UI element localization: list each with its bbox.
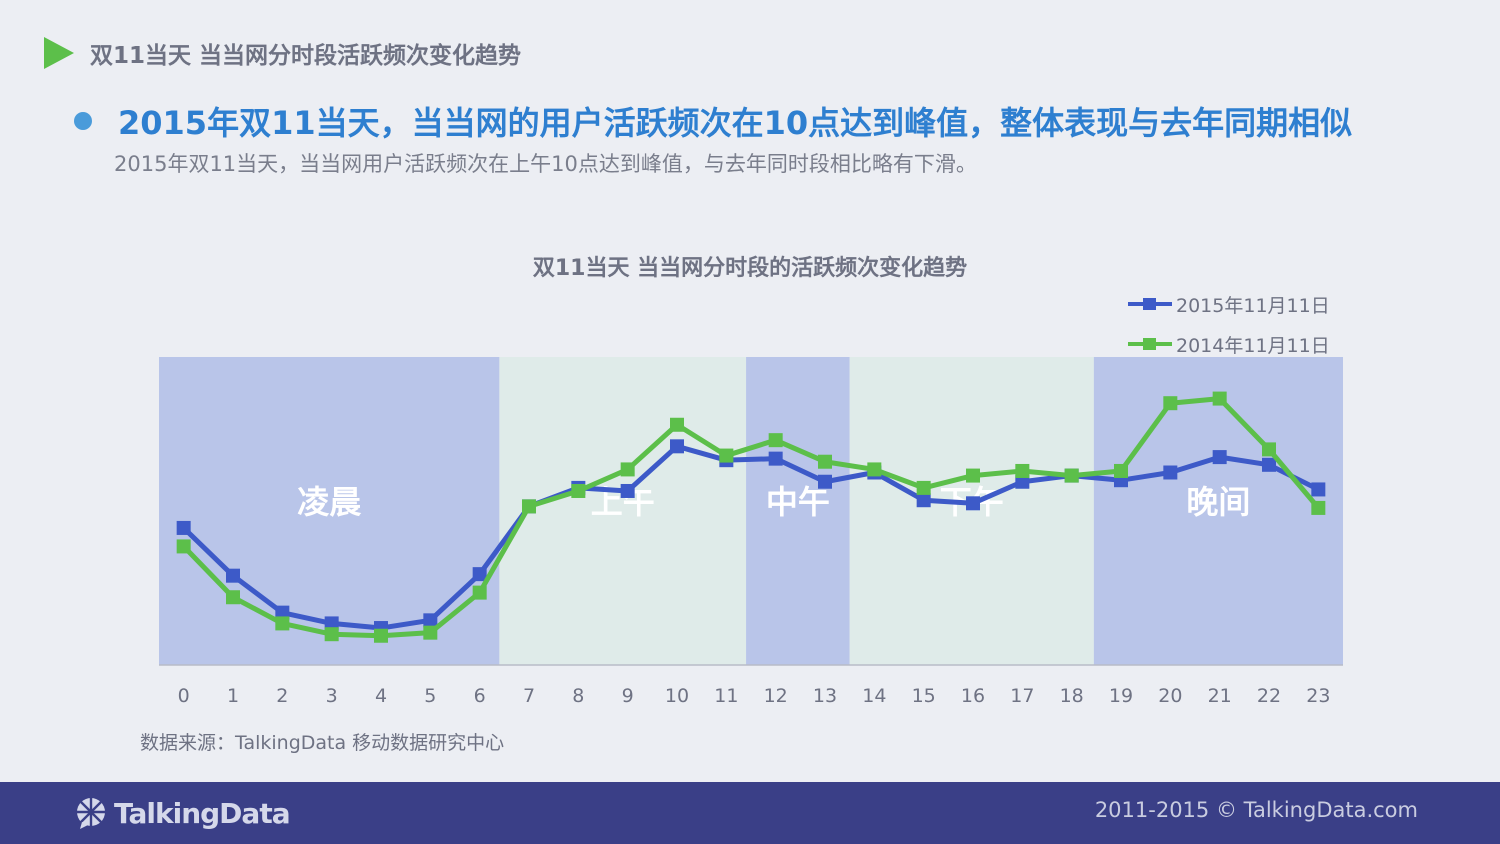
page-title: 双11当天 当当网分时段活跃频次变化趋势 <box>90 43 522 69</box>
data-point-1 <box>423 625 438 640</box>
data-point-0 <box>916 493 931 508</box>
data-point-1 <box>1212 391 1227 406</box>
legend-item-2015: 2015年11月11日 <box>1128 284 1330 324</box>
data-point-1 <box>176 539 191 554</box>
data-point-1 <box>818 454 832 469</box>
x-tick-label: 17 <box>1010 685 1034 707</box>
play-triangle-icon <box>44 37 74 69</box>
period-label-4: 晚间 <box>1186 483 1250 521</box>
page-header: 双11当天 当当网分时段活跃频次变化趋势 <box>44 36 521 70</box>
data-point-1 <box>226 590 240 605</box>
period-band-0 <box>159 357 500 665</box>
talkingdata-logo: TalkingData <box>74 796 291 830</box>
legend-label-2015: 2015年11月11日 <box>1176 294 1330 317</box>
series-line-0 <box>181 443 1320 631</box>
data-point-0 <box>1262 457 1276 472</box>
chart-title: 双11当天 当当网分时段的活跃频次变化趋势 <box>532 256 968 281</box>
x-tick-label: 8 <box>572 685 584 707</box>
data-point-1 <box>1163 396 1178 411</box>
x-tick-label: 18 <box>1060 685 1084 707</box>
data-point-0 <box>1212 450 1227 465</box>
period-band-1 <box>499 357 747 665</box>
series-line-1 <box>181 396 1321 639</box>
x-tick-label: 20 <box>1158 685 1182 707</box>
data-point-0 <box>423 613 438 628</box>
data-point-0 <box>966 496 980 511</box>
data-point-1 <box>571 483 586 498</box>
legend-label-2014: 2014年11月11日 <box>1176 334 1330 357</box>
x-tick-label: 16 <box>961 685 985 707</box>
data-point-0 <box>818 474 832 489</box>
x-tick-label: 15 <box>912 685 936 707</box>
data-point-1 <box>1262 442 1276 457</box>
logo-text: TalkingData <box>114 796 291 830</box>
chart-legend: 2015年11月11日 2014年11月11日 <box>1128 284 1330 364</box>
data-point-1 <box>620 462 635 477</box>
logo-pinwheel-icon <box>77 798 105 829</box>
legend-swatch-2015 <box>1128 298 1172 310</box>
legend-item-2014: 2014年11月11日 <box>1128 324 1330 364</box>
footer-bar: TalkingData 2011-2015 © TalkingData.com <box>0 782 1500 844</box>
data-point-0 <box>1311 482 1326 497</box>
data-point-1 <box>472 585 487 600</box>
data-point-1 <box>1015 463 1030 478</box>
line-chart: 凌晨上午中午下午晚间012345678910111213141516171819… <box>159 357 1343 707</box>
period-label-2: 中午 <box>766 483 830 521</box>
x-tick-label: 14 <box>862 685 886 707</box>
x-tick-label: 1 <box>227 685 239 707</box>
data-point-0 <box>670 439 684 454</box>
x-tick-label: 0 <box>178 685 190 707</box>
x-tick-label: 7 <box>523 685 535 707</box>
data-point-1 <box>719 448 734 463</box>
period-band-4 <box>1093 357 1343 665</box>
x-tick-label: 21 <box>1208 685 1232 707</box>
data-point-1 <box>768 433 783 448</box>
x-tick-label: 3 <box>326 685 338 707</box>
data-point-0 <box>275 605 290 620</box>
x-tick-label: 13 <box>813 685 837 707</box>
data-point-1 <box>867 462 882 477</box>
x-tick-label: 11 <box>714 685 738 707</box>
data-point-1 <box>1114 463 1128 478</box>
headline-text: 2015年双11当天，当当网的用户活跃频次在10点达到峰值，整体表现与去年同期相… <box>118 104 1353 142</box>
data-source-note: 数据来源：TalkingData 移动数据研究中心 <box>140 732 505 754</box>
data-point-0 <box>1015 474 1030 489</box>
period-band-3 <box>849 357 1094 665</box>
legend-swatch-2014 <box>1128 338 1172 350</box>
headline: 2015年双11当天，当当网的用户活跃频次在10点达到峰值，整体表现与去年同期相… <box>74 98 1352 144</box>
x-tick-label: 9 <box>622 685 634 707</box>
data-point-0 <box>324 616 339 631</box>
data-point-0 <box>472 567 487 582</box>
data-point-1 <box>275 616 290 631</box>
data-point-1 <box>916 480 931 495</box>
x-tick-label: 22 <box>1257 685 1281 707</box>
x-tick-label: 10 <box>665 685 689 707</box>
copyright-text: 2011-2015 © TalkingData.com <box>1094 798 1418 822</box>
data-point-1 <box>374 628 388 643</box>
data-point-0 <box>768 451 783 466</box>
x-tick-label: 2 <box>276 685 288 707</box>
data-point-1 <box>1311 500 1326 515</box>
x-tick-label: 4 <box>375 685 387 707</box>
data-point-0 <box>176 520 191 535</box>
data-point-0 <box>226 568 240 583</box>
period-label-0: 凌晨 <box>297 483 361 521</box>
x-tick-label: 5 <box>424 685 436 707</box>
data-point-1 <box>670 417 684 432</box>
period-band-2 <box>746 357 850 665</box>
x-tick-label: 19 <box>1109 685 1133 707</box>
subline-text: 2015年双11当天，当当网用户活跃频次在上午10点达到峰值，与去年同时段相比略… <box>114 152 977 176</box>
bullet-dot-icon <box>74 112 92 130</box>
data-point-1 <box>966 468 980 483</box>
x-tick-label: 23 <box>1306 685 1330 707</box>
x-tick-label: 6 <box>474 685 486 707</box>
x-tick-label: 12 <box>764 685 788 707</box>
data-point-1 <box>522 499 536 514</box>
data-point-1 <box>1064 468 1079 483</box>
data-point-0 <box>1163 465 1178 480</box>
data-point-1 <box>324 627 339 642</box>
data-point-0 <box>620 483 635 498</box>
